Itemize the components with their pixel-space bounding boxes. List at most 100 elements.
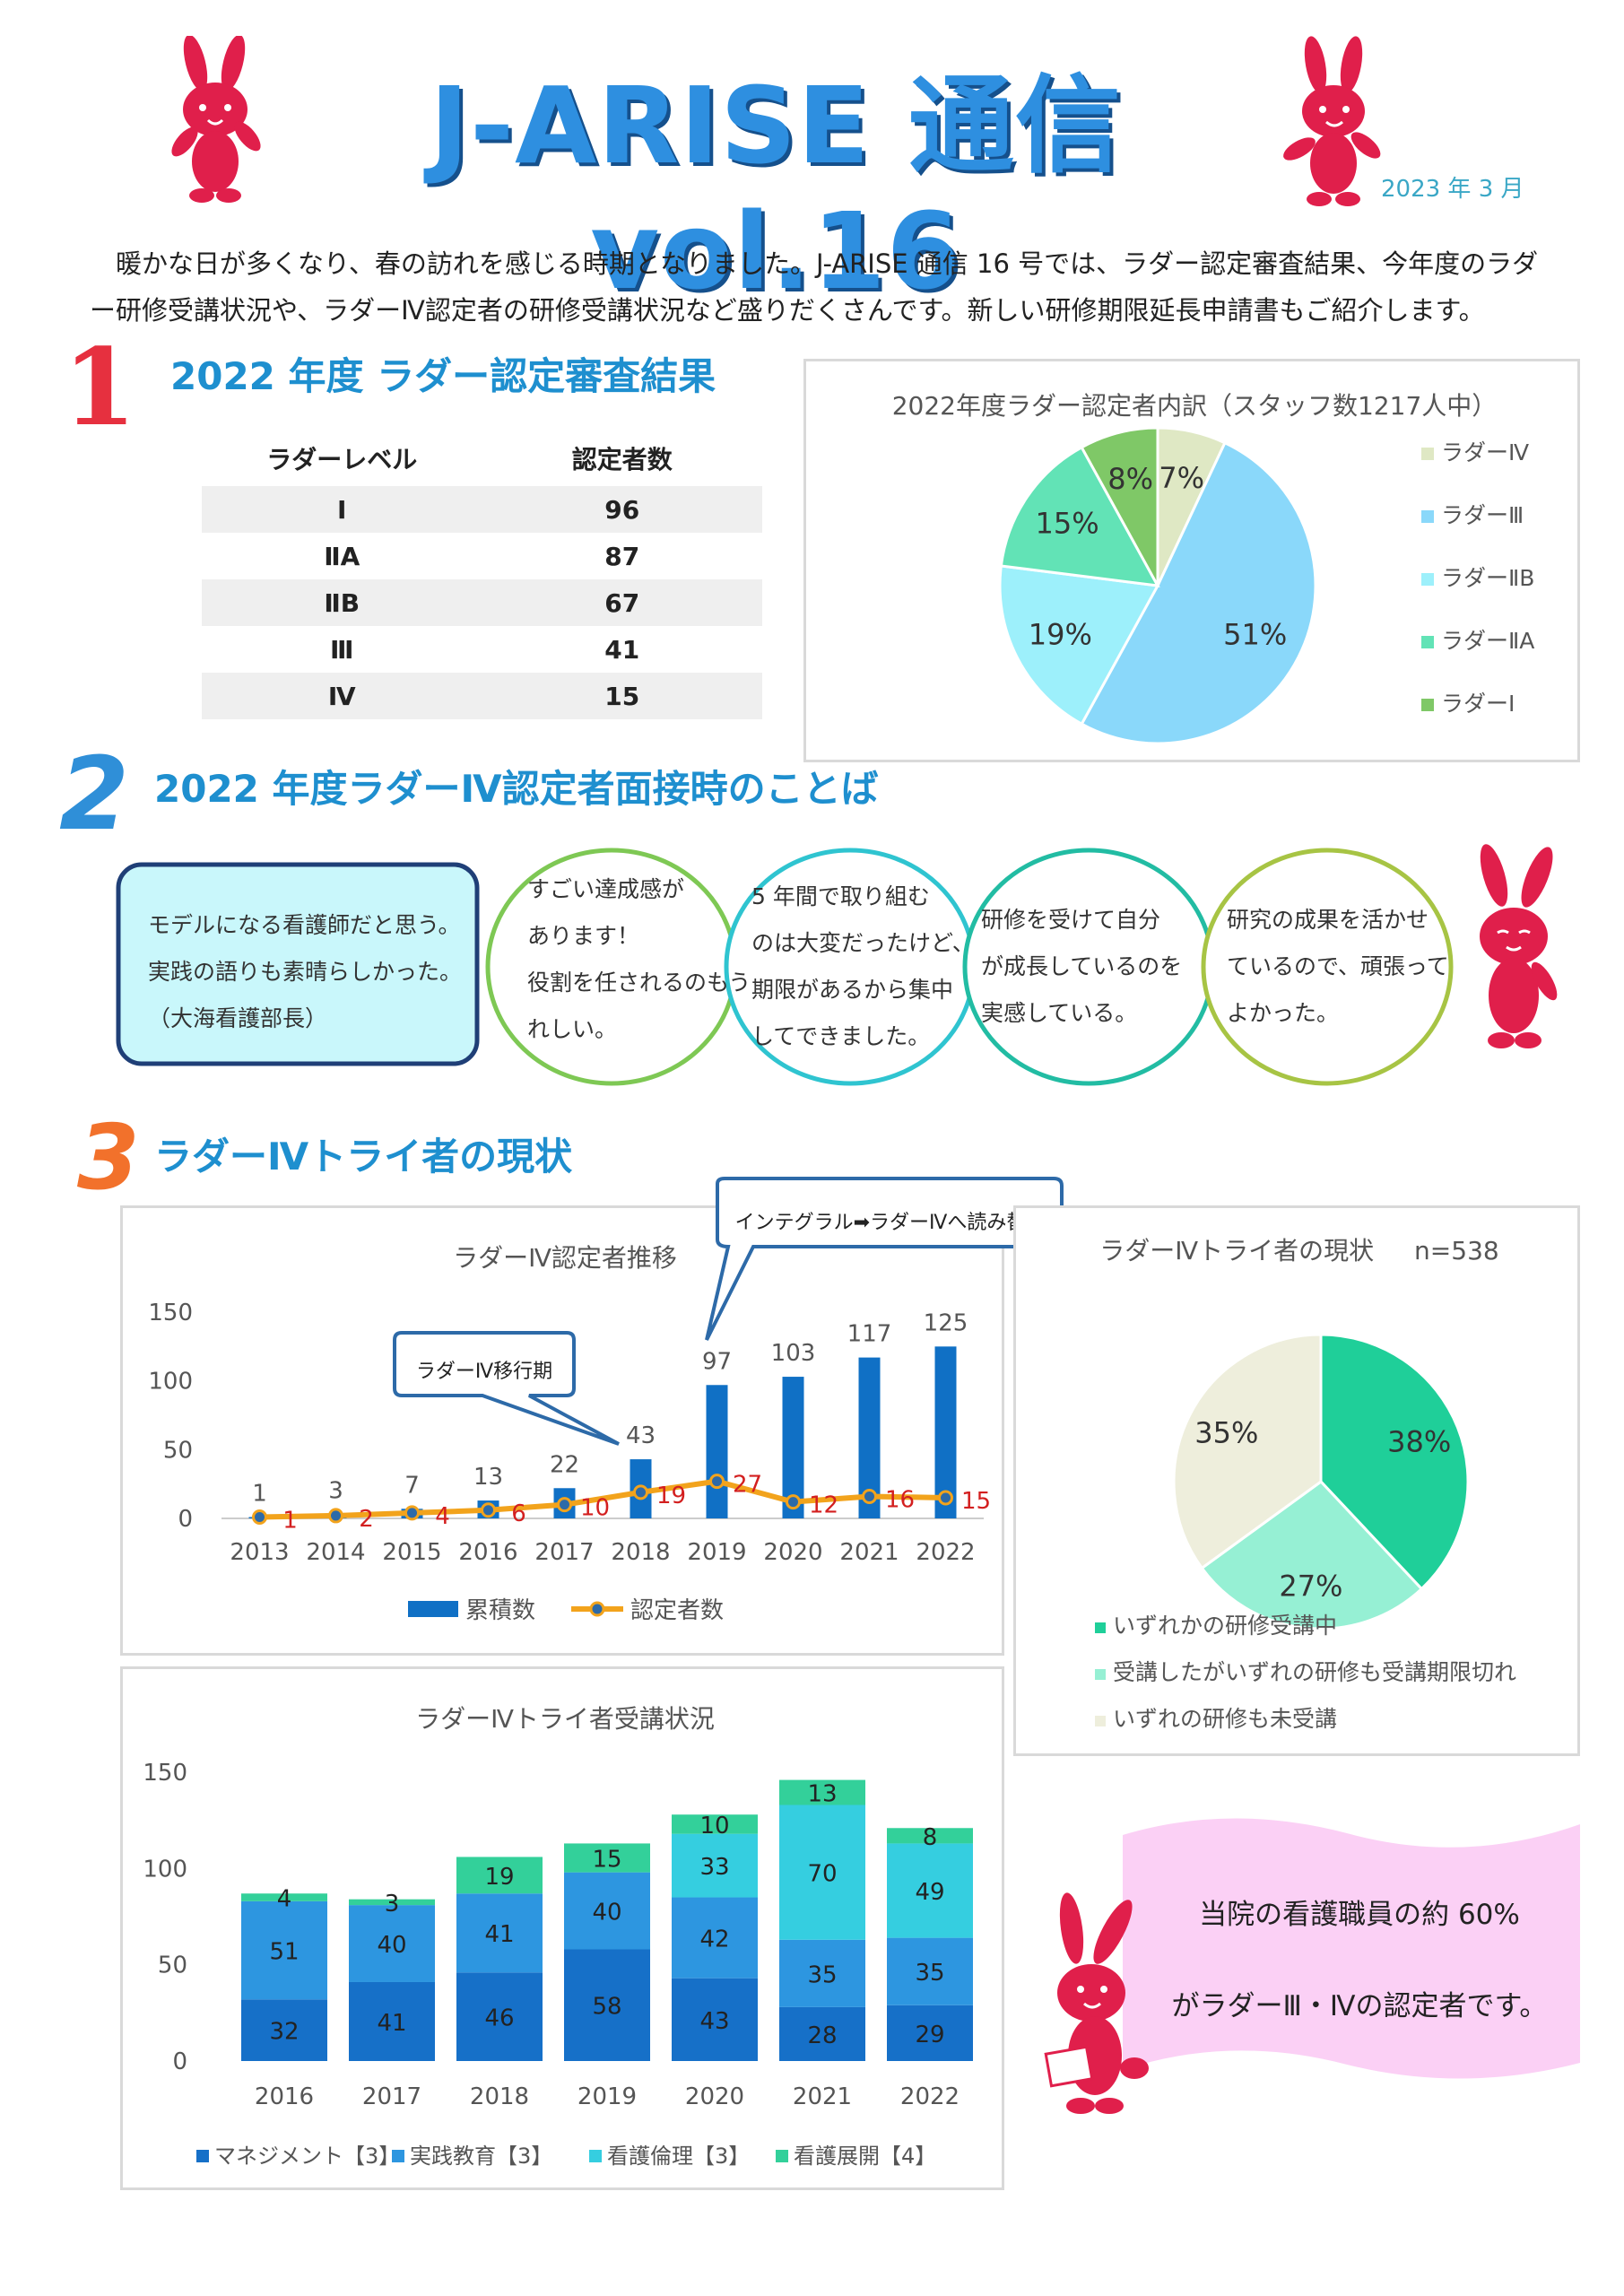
legend-swatch [1421,573,1434,586]
chart-n-label: n=538 [1414,1236,1499,1265]
pie-data-label: 8% [1107,462,1153,496]
table-row: Ⅲ 41 [202,626,762,673]
section-1-heading: 2022 年度 ラダー認定審査結果 [170,354,716,398]
pie-data-label: 19% [1029,617,1092,651]
bar-data-label: 97 [702,1348,732,1375]
stacked-bar-segment [241,1893,327,1901]
try-status-chart: ラダーⅣトライ者の現状 n=538 38% 27% 35% いずれかの研修受講中 受講し… [1013,1205,1580,1756]
legend-label: ラダーⅡB [1441,565,1534,591]
bar [706,1385,728,1518]
line-data-label: 12 [809,1492,838,1519]
table-cell-count: 87 [604,541,640,571]
stacked-bar-segment [456,1857,543,1894]
table-row: Ⅳ 15 [202,673,762,719]
legend-label: マネジメント【3】 [214,2144,400,2169]
pie-data-label: 38% [1387,1425,1451,1459]
bar-data-label: 13 [473,1464,503,1491]
legend-swatch [196,2150,209,2162]
table-cell-level: ⅡA [324,541,360,571]
pie-data-label: 35% [1194,1415,1258,1449]
attendance-chart: ラダーⅣトライ者受講状況 0 50 100 150 2016 32 51 4 2017 41 40 3… [120,1666,1004,2190]
legend-label: ラダーⅣ [1441,439,1529,465]
rabbit-mascot-left [171,36,261,203]
bar-data-label: 46 [484,2005,514,2032]
y-tick-label: 0 [172,2048,187,2075]
table-row: ⅡA 87 [202,533,762,579]
info-note-line-1: 当院の看護職員の約 60% [1199,1899,1520,1931]
bar-data-label: 19 [484,1864,514,1891]
bar-data-label: 13 [807,1781,837,1808]
line-point [633,1484,648,1500]
bar-data-label: 4 [277,1886,292,1913]
pie-slice [1080,426,1159,587]
chart-title: ラダーⅣトライ者受講状況 [415,1704,715,1734]
line-point [557,1497,572,1513]
stacked-bar-segment [349,1981,435,2061]
pie-data-label: 27% [1279,1569,1342,1603]
quote-bubble-4: 研修を受けて自分 が成長しているのを 実感している。 [981,907,1183,1026]
line-series [259,1478,946,1520]
pie-slice [998,564,1160,726]
bar-data-label: 41 [484,1921,514,1948]
stacked-bar-segment [779,1805,865,1940]
line-data-label: 1 [282,1507,298,1534]
bar-data-label: 32 [269,2019,299,2046]
y-tick-label: 100 [148,1369,193,1396]
stacked-bar-segment [779,1939,865,2007]
line-data-label: 2 [359,1506,374,1533]
table-row: ⅡB 67 [202,579,762,626]
stacked-bar-segment [779,2006,865,2061]
legend-swatch [1421,448,1434,460]
pie-data-label: 15% [1036,506,1099,540]
page-title: J-ARISE 通信 vol.16 [430,64,1122,313]
line-point [938,1490,953,1506]
stacked-bar-segment [241,1900,327,2000]
bar-data-label: 42 [699,1926,729,1953]
callout-migration: ラダーⅣ移行期 [415,1361,553,1383]
table-cell-count: 41 [604,634,640,665]
bar-data-label: 40 [377,1932,406,1959]
stacked-bar-segment [456,1972,543,2061]
bar-data-label: 10 [699,1813,729,1839]
bar-data-label: 41 [377,2010,406,2037]
stacked-bar-segment [349,1899,435,1906]
section-2-heading: 2022 年度ラダーⅣ認定者面接時のことば [154,767,879,811]
bar-data-label: 15 [592,1847,621,1874]
legend-label: いずれの研修も未受講 [1113,1706,1337,1732]
x-tick-label: 2018 [611,1539,670,1566]
bar-data-label: 7 [404,1472,420,1499]
table-header-level: ラダーレベル [266,445,418,474]
stacked-bar-segment [672,1897,758,1979]
table-cell-level: Ⅳ [202,673,482,719]
bar-data-label: 29 [915,2022,944,2048]
stacked-bar-segment [672,1814,758,1834]
bar-data-label: 51 [269,1939,299,1966]
certified-trend-chart: ラダーⅣ認定者推移 0 50 100 150 2013 1 2014 3 2015 7 2016 13… [120,1205,1004,1656]
quote-bubble-1: モデルになる看護師だと思う。 実践の語りも素晴らしかった。 （大海看護部長） [148,912,463,1031]
ladder-results-table: ラダーレベル 認定者数 Ⅰ 96 ⅡA 87 ⅡB 67 Ⅲ 41 Ⅳ 15 [202,430,762,719]
stacked-bar-segment [349,1905,435,1982]
bar-data-label: 33 [699,1854,729,1881]
info-note: 当院の看護職員の約 60% がラダーⅢ・Ⅳの認定者です。 [1153,1892,1566,2029]
x-tick-label: 2015 [382,1539,441,1566]
quote-bubble-3: 5 年間で取り組む のは大変だったけど、 期限があるから集中 してできました。 [751,883,975,1049]
bar-data-label: 43 [626,1422,656,1449]
y-tick-label: 0 [178,1506,193,1533]
x-tick-label: 2021 [793,2083,852,2110]
table-cell-count: 96 [482,486,762,533]
x-tick-label: 2019 [687,1539,746,1566]
table-cell-level: ⅡB [202,579,482,626]
section-1-number: 1 [63,325,137,449]
table-header-count: 認定者数 [571,445,673,474]
legend-marker [589,1601,605,1617]
quote-bubbles-frame [116,848,1454,1086]
callout-transition: インテグラル➡ラダーⅣへ読み替え [734,1212,1046,1234]
legend-swatch [1421,636,1434,648]
x-tick-label: 2013 [230,1539,289,1566]
pie-slice [1080,440,1317,745]
issue-date: 2023 年 3 月 [1381,176,1524,203]
bar-data-label: 43 [699,2008,729,2035]
pie-slice [1172,1333,1323,1570]
line-data-label: 4 [435,1503,450,1530]
legend-label: 受講したがいずれの研修も受講期限切れ [1113,1659,1516,1685]
